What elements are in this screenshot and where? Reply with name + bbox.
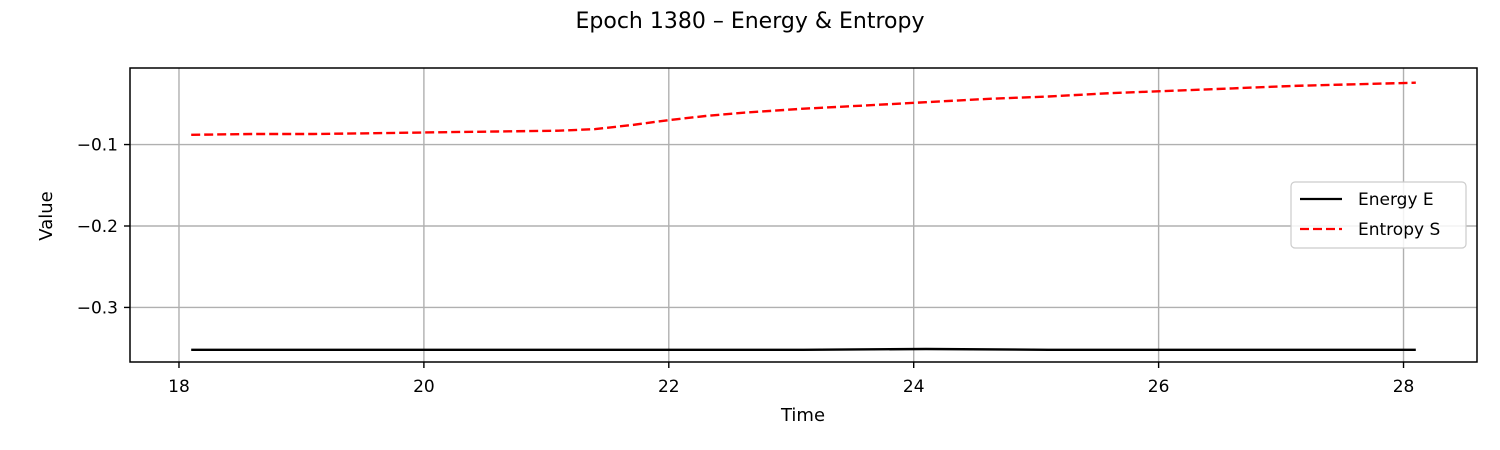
plot-frame [129,67,1478,363]
legend-label-energy: Energy E [1358,190,1434,210]
y-tick-label: −0.1 [77,136,118,156]
axis-ticks: 18 20 22 24 26 28 −0.1 −0.2 −0.3 [77,136,1415,397]
grid [130,68,1477,362]
x-tick-label: 24 [903,377,925,397]
x-tick-label: 18 [168,377,190,397]
chart-title: Epoch 1380 – Energy & Entropy [576,9,925,34]
legend-label-entropy: Entropy S [1358,220,1440,240]
series-line-energy [191,347,1416,351]
x-tick-label: 20 [413,377,435,397]
y-axis-label: Value [36,191,57,240]
plot-series [191,81,1416,351]
x-tick-label: 22 [658,377,680,397]
series-line-entropy [191,81,1416,136]
y-tick-label: −0.3 [77,298,118,318]
x-tick-label: 26 [1148,377,1170,397]
legend: Energy E Entropy S [1290,181,1467,249]
y-tick-label: −0.2 [77,217,118,237]
x-axis-label: Time [780,405,825,426]
x-tick-label: 28 [1393,377,1415,397]
